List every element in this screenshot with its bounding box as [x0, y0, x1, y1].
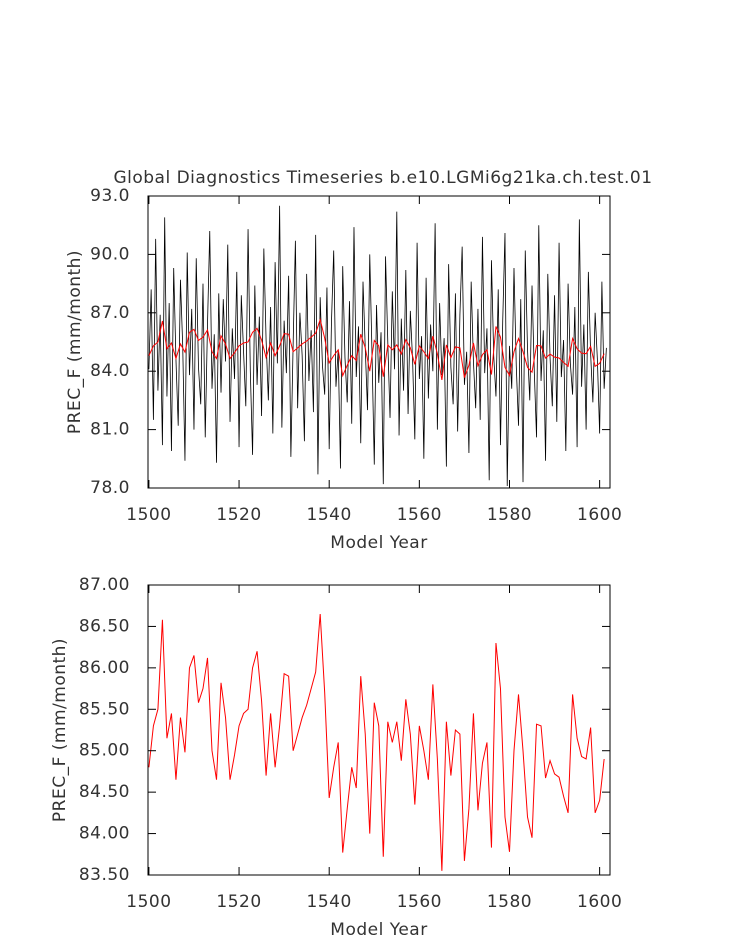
y-tick-label: 85.50	[79, 699, 130, 719]
y-tick-label: 87.00	[79, 575, 130, 595]
y-tick-label: 85.00	[79, 741, 130, 761]
x-axis-label: Model Year	[330, 920, 427, 940]
y-tick-label: 86.50	[79, 616, 130, 636]
y-tick-label: 84.00	[79, 824, 130, 844]
y-tick-label: 84.50	[79, 782, 130, 802]
x-tick-label: 1600	[577, 505, 622, 525]
y-tick-label: 84.0	[90, 361, 130, 381]
y-tick-label: 90.0	[90, 244, 130, 264]
y-tick-label: 78.0	[90, 478, 130, 498]
y-tick-label: 93.0	[90, 186, 130, 206]
plot-frame	[147, 584, 611, 876]
y-axis-label: PREC_F (mm/month)	[50, 638, 70, 822]
series-line	[148, 613, 605, 871]
x-tick-label: 1580	[487, 505, 532, 525]
x-tick-label: 1560	[397, 505, 442, 525]
y-tick-label: 81.0	[90, 420, 130, 440]
y-tick-label: 83.50	[79, 865, 130, 885]
x-tick-label: 1560	[397, 892, 442, 912]
x-tick-label: 1580	[487, 892, 532, 912]
x-tick-label: 1540	[307, 892, 352, 912]
x-tick-label: 1520	[216, 892, 261, 912]
x-axis-label: Model Year	[330, 533, 427, 553]
x-tick-label: 1540	[307, 505, 352, 525]
series-line	[148, 317, 605, 381]
x-tick-label: 1500	[126, 892, 171, 912]
x-tick-label: 1520	[216, 505, 261, 525]
plot-frame	[147, 195, 611, 489]
chart-title: Global Diagnostics Timeseries b.e10.LGMi…	[113, 168, 652, 188]
x-tick-label: 1600	[577, 892, 622, 912]
y-tick-label: 86.00	[79, 658, 130, 678]
y-tick-label: 87.0	[90, 303, 130, 323]
y-axis-label: PREC_F (mm/month)	[65, 250, 85, 434]
x-tick-label: 1500	[126, 505, 171, 525]
